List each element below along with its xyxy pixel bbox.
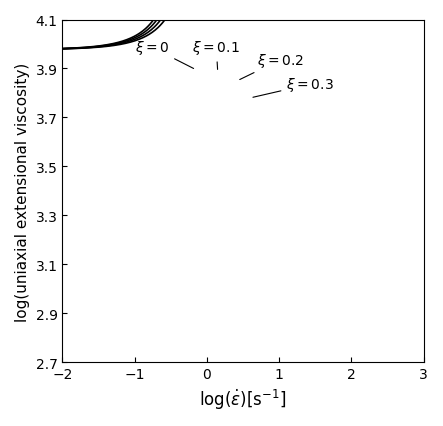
Text: $\xi = 0.2$: $\xi = 0.2$	[240, 52, 304, 81]
Y-axis label: log(uniaxial extensional viscosity): log(uniaxial extensional viscosity)	[15, 62, 30, 321]
Text: $\xi = 0.1$: $\xi = 0.1$	[192, 39, 240, 70]
Text: $\xi = 0.3$: $\xi = 0.3$	[253, 76, 334, 98]
X-axis label: $\log(\dot{\varepsilon})[\mathrm{s}^{-1}]$: $\log(\dot{\varepsilon})[\mathrm{s}^{-1}…	[199, 387, 287, 411]
Text: $\xi = 0$: $\xi = 0$	[135, 39, 194, 69]
